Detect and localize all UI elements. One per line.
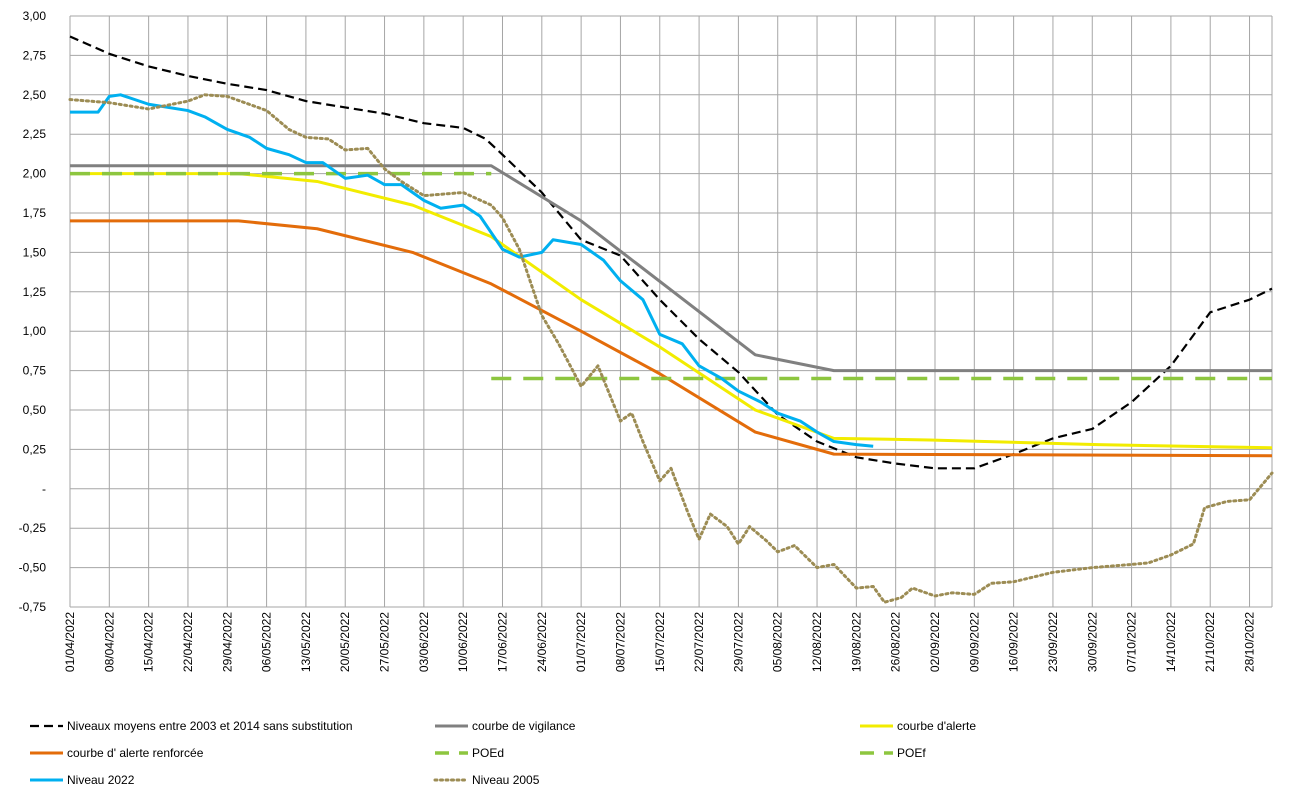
legend-label: Niveaux moyens entre 2003 et 2014 sans s…: [67, 719, 353, 733]
x-tick-label: 16/09/2022: [1007, 612, 1021, 672]
x-tick-label: 09/09/2022: [967, 612, 981, 672]
x-tick-label: 26/08/2022: [889, 612, 903, 672]
y-tick-label: -0,75: [19, 600, 47, 614]
x-tick-label: 03/06/2022: [417, 612, 431, 672]
y-tick-label: 1,75: [23, 206, 47, 220]
x-tick-label: 28/10/2022: [1243, 612, 1257, 672]
x-tick-label: 01/04/2022: [63, 612, 77, 672]
x-tick-label: 20/05/2022: [338, 612, 352, 672]
series-line-3: [70, 219, 1273, 458]
x-tick-label: 15/07/2022: [653, 612, 667, 672]
y-tick-label: 2,25: [23, 127, 47, 141]
x-tick-label: 13/05/2022: [299, 612, 313, 672]
x-tick-label: 22/04/2022: [181, 612, 195, 672]
x-tick-label: 24/06/2022: [535, 612, 549, 672]
legend-label: POEd: [472, 746, 504, 760]
x-tick-label: 29/07/2022: [731, 612, 745, 672]
y-tick-label: 2,75: [23, 48, 47, 62]
x-tick-label: 02/09/2022: [928, 612, 942, 672]
y-tick-label: -0,25: [19, 521, 47, 535]
y-tick-label: 3,00: [23, 9, 47, 23]
series-line-0: [69, 35, 1273, 470]
x-tick-label: 05/08/2022: [771, 612, 785, 672]
x-tick-label: 14/10/2022: [1164, 612, 1178, 672]
grid: [69, 15, 1273, 608]
legend-label: POEf: [897, 746, 926, 760]
x-tick-label: 22/07/2022: [692, 612, 706, 672]
x-tick-label: 10/06/2022: [456, 612, 470, 672]
y-tick-label: -: [42, 482, 46, 496]
legend-label: courbe d' alerte renforcée: [67, 746, 204, 760]
y-tick-label: 0,50: [23, 403, 47, 417]
series-line-6: [70, 93, 874, 448]
x-tick-label: 12/08/2022: [810, 612, 824, 672]
x-tick-label: 08/04/2022: [102, 612, 116, 672]
legend-label: courbe de vigilance: [472, 719, 576, 733]
y-tick-label: 2,50: [23, 88, 47, 102]
y-tick-label: 2,00: [23, 167, 47, 181]
x-tick-label: 27/05/2022: [378, 612, 392, 672]
series-line-2: [70, 172, 1273, 450]
x-tick-label: 19/08/2022: [849, 612, 863, 672]
x-tick-label: 08/07/2022: [613, 612, 627, 672]
x-tick-label: 21/10/2022: [1203, 612, 1217, 672]
series-line-1: [70, 164, 1272, 373]
x-tick-label: 30/09/2022: [1085, 612, 1099, 672]
x-tick-label: 29/04/2022: [220, 612, 234, 672]
x-tick-label: 17/06/2022: [495, 612, 509, 672]
x-tick-label: 07/10/2022: [1125, 612, 1139, 672]
x-tick-label: 01/07/2022: [574, 612, 588, 672]
x-tick-label: 23/09/2022: [1046, 612, 1060, 672]
legend-label: Niveau 2022: [67, 773, 135, 787]
legend-label: courbe d'alerte: [897, 719, 976, 733]
y-tick-label: 1,50: [23, 245, 47, 259]
legend: Niveaux moyens entre 2003 et 2014 sans s…: [30, 719, 976, 787]
x-tick-label: 15/04/2022: [142, 612, 156, 672]
y-tick-label: -0,50: [19, 561, 47, 575]
y-axis-ticks: 3,00 2,75 2,50 2,25 2,00 1,75 1,50 1,25 1,00 0,75…: [19, 9, 47, 614]
y-tick-label: 1,25: [23, 285, 47, 299]
legend-label: Niveau 2005: [472, 773, 540, 787]
series-group: [68, 35, 1274, 604]
y-tick-label: 0,25: [23, 442, 47, 456]
x-axis-ticks: 01/04/2022 08/04/2022 15/04/2022 22/04/2022…: [63, 612, 1257, 672]
y-tick-label: 0,75: [23, 364, 47, 378]
y-tick-label: 1,00: [23, 324, 47, 338]
x-tick-label: 06/05/2022: [260, 612, 274, 672]
series-line-7: [68, 93, 1274, 604]
